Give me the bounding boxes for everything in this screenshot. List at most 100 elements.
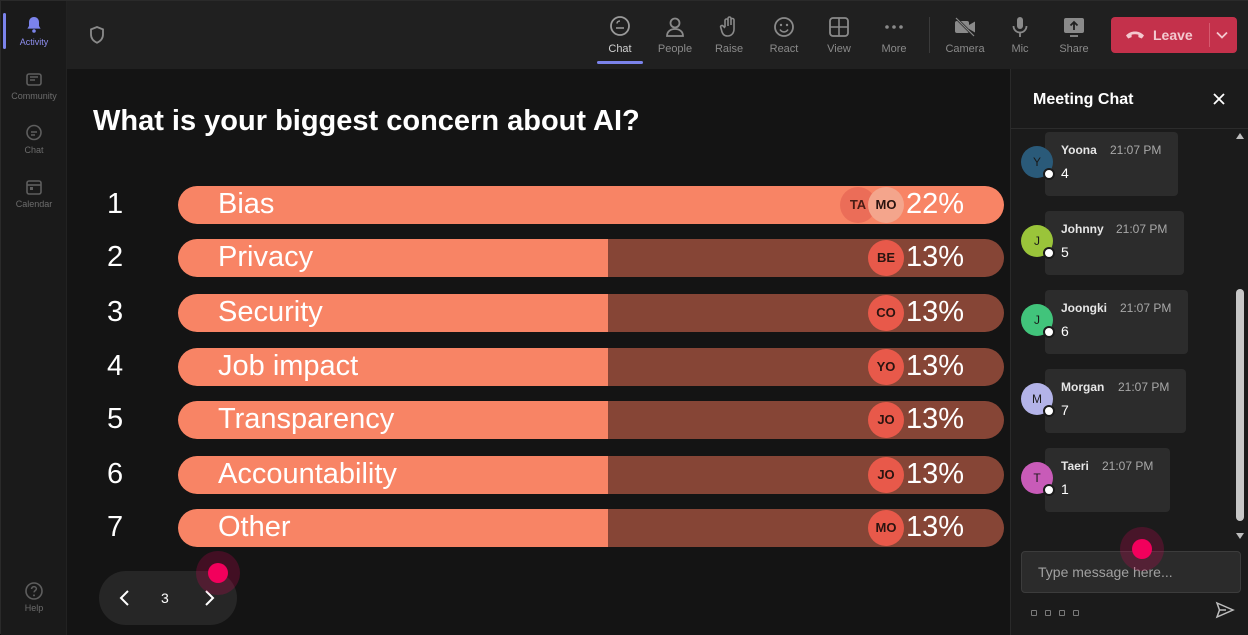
presence-status-icon [1043,484,1055,496]
chevron-down-icon[interactable] [1215,29,1229,41]
view-icon [829,17,849,37]
option-bar-fill [178,509,608,547]
chat-message-input[interactable] [1021,551,1241,593]
shield-icon[interactable] [87,25,107,45]
voter-avatars: TA MO [840,187,904,223]
option-bar-fill [178,401,608,439]
message-text: 4 [1061,165,1069,181]
rail-item-label: Activity [19,37,49,47]
option-label: Transparency [218,403,395,435]
voter-avatars: YO [868,349,904,385]
toolbar-share-button[interactable]: Share [1049,9,1099,61]
toolbar-camera-button[interactable]: Camera [940,9,990,61]
poll-option-row: 2 Privacy BE 13% [67,239,1010,277]
message-bubble[interactable]: Morgan 21:07 PM 7 [1045,369,1186,433]
send-icon[interactable] [1215,601,1235,619]
option-percentage: 13% [905,296,964,328]
voter-avatar: JO [868,457,904,493]
poll-question: What is your biggest concern about AI? [93,105,640,137]
react-icon [774,17,794,37]
voter-avatar: MO [868,510,904,546]
chat-message: Morgan 21:07 PM 7 M [1019,369,1219,433]
leave-separator [1209,23,1210,47]
option-bar: Job impact YO 13% [178,348,1004,386]
rail-item-label: Help [24,603,44,613]
message-text: 1 [1061,481,1069,497]
hang-up-icon [1126,31,1144,39]
message-timestamp: 21:07 PM [1102,459,1154,473]
presence-status-icon [1043,405,1055,417]
option-bar-fill [178,294,608,332]
toolbar-people-button[interactable]: People [650,9,700,61]
rail-item-activity[interactable]: Activity [1,7,67,57]
message-sender: Taeri [1061,459,1089,473]
option-number: 1 [107,188,124,220]
toolbar-label: More [881,43,907,55]
rail-item-chat[interactable]: Chat [1,115,67,165]
attach-icon[interactable] [1045,610,1051,616]
poll-option-row: 6 Accountability JO 13% [67,456,1010,494]
chat-message: Taeri 21:07 PM 1 T [1019,448,1219,512]
voter-avatars: MO [868,510,904,546]
message-text: 5 [1061,244,1069,260]
message-bubble[interactable]: Joongki 21:07 PM 6 [1045,290,1188,354]
option-bar: Security CO 13% [178,294,1004,332]
share-icon [1064,18,1084,37]
toolbar-react-button[interactable]: React [759,9,809,61]
chevron-left-icon[interactable] [117,589,133,607]
format-toolbar [1031,603,1087,616]
toolbar-view-button[interactable]: View [814,9,864,61]
option-bar-fill [178,239,608,277]
option-bar-fill [178,456,608,494]
presence-status-icon [1043,326,1055,338]
rail-item-help[interactable]: Help [1,573,67,623]
leave-label: Leave [1153,27,1193,43]
voter-avatars: JO [868,457,904,493]
camera-off-icon [955,17,975,37]
toolbar-divider [929,17,930,53]
toolbar-more-button[interactable]: More [869,9,919,61]
message-bubble[interactable]: Taeri 21:07 PM 1 [1045,448,1170,512]
format-icon[interactable] [1031,610,1037,616]
message-bubble[interactable]: Johnny 21:07 PM 5 [1045,211,1184,275]
message-sender: Morgan [1061,380,1105,394]
toolbar-raise-button[interactable]: Raise [704,9,754,61]
close-icon[interactable] [1211,91,1227,107]
chat-scrollbar[interactable] [1233,129,1247,543]
option-label: Accountability [218,458,397,490]
option-percentage: 13% [905,241,964,273]
toolbar-chat-button[interactable]: Chat [595,9,645,64]
toolbar-label: Share [1059,43,1089,55]
rail-item-calendar[interactable]: Calendar [1,169,67,219]
chevron-right-icon[interactable] [201,589,217,607]
rail-item-label: Community [11,91,57,101]
poll-option-row: 3 Security CO 13% [67,294,1010,332]
scroll-up-arrow[interactable] [1236,133,1244,139]
toolbar-mic-button[interactable]: Mic [995,9,1045,61]
message-sender: Joongki [1061,301,1108,315]
chat-message: Joongki 21:07 PM 6 J [1019,290,1219,354]
cursor-indicator [1120,527,1164,571]
gif-icon[interactable] [1073,610,1079,616]
message-bubble[interactable]: Yoona 21:07 PM 4 [1045,132,1178,196]
emoji-icon[interactable] [1059,610,1065,616]
option-bar: Privacy BE 13% [178,239,1004,277]
message-timestamp: 21:07 PM [1110,143,1162,157]
scrollbar-thumb[interactable] [1236,289,1244,521]
calendar-icon [26,180,42,195]
rail-item-community[interactable]: Community [1,61,67,111]
toolbar-label: Mic [1011,43,1029,55]
message-timestamp: 21:07 PM [1120,301,1172,315]
presence-status-icon [1043,168,1055,180]
leave-button[interactable]: Leave [1111,17,1237,53]
option-number: 5 [107,403,124,435]
rail-item-label: Calendar [15,199,53,209]
toolbar-label: View [827,43,851,55]
poll-results-panel: What is your biggest concern about AI? 1… [67,69,1010,635]
chat-header: Meeting Chat [1011,69,1248,129]
scroll-down-arrow[interactable] [1236,533,1244,539]
people-icon [666,17,684,37]
chat-message: Johnny 21:07 PM 5 J [1019,211,1219,275]
voter-avatar: YO [868,349,904,385]
meeting-toolbar: Chat People Raise React View More Camera [67,1,1248,69]
